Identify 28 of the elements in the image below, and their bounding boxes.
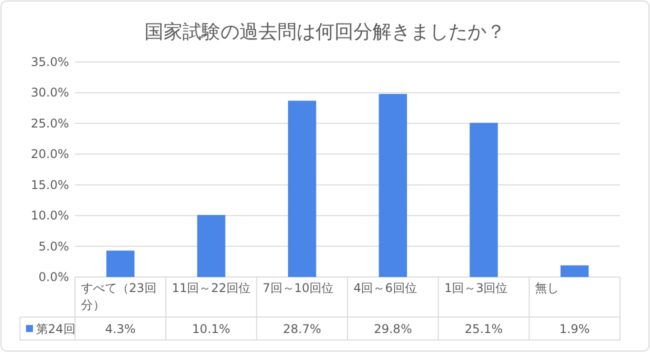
bar (197, 214, 226, 277)
x-tick-label: 7回～10回位 (262, 280, 335, 297)
data-label: 10.1% (191, 321, 232, 338)
x-tick-label: 無し (534, 280, 560, 297)
y-tick-label: 0.0% (38, 270, 69, 284)
y-tick-label: 15.0% (30, 178, 69, 192)
x-tick-label: 4回～6回位 (352, 280, 418, 297)
x-tick-label: 1回～3回位 (443, 280, 509, 297)
y-tick-label: 25.0% (30, 116, 69, 130)
y-tick-label: 35.0% (30, 55, 69, 69)
data-label: 29.8% (372, 321, 413, 338)
bar (560, 265, 589, 277)
y-tick-label: 20.0% (30, 147, 69, 162)
x-tick-label: 11回～22回位 (170, 280, 252, 297)
data-label: 28.7% (282, 321, 322, 338)
data-label: 25.1% (464, 321, 504, 338)
bar (470, 122, 498, 277)
data-label: 1.9% (558, 321, 591, 338)
bar (106, 250, 134, 277)
x-tick-label: すべて（23回分） (80, 280, 158, 314)
legend-label: 第24回 (36, 322, 76, 336)
y-tick-label: 30.0% (30, 86, 69, 100)
bar (378, 94, 407, 277)
y-tick-label: 10.0% (30, 208, 69, 223)
data-label: 4.3% (104, 321, 137, 338)
bar (288, 100, 316, 277)
chart-title: 国家試験の過去問は何回分解きましたか？ (144, 21, 506, 43)
y-tick-label: 5.0% (38, 239, 69, 254)
